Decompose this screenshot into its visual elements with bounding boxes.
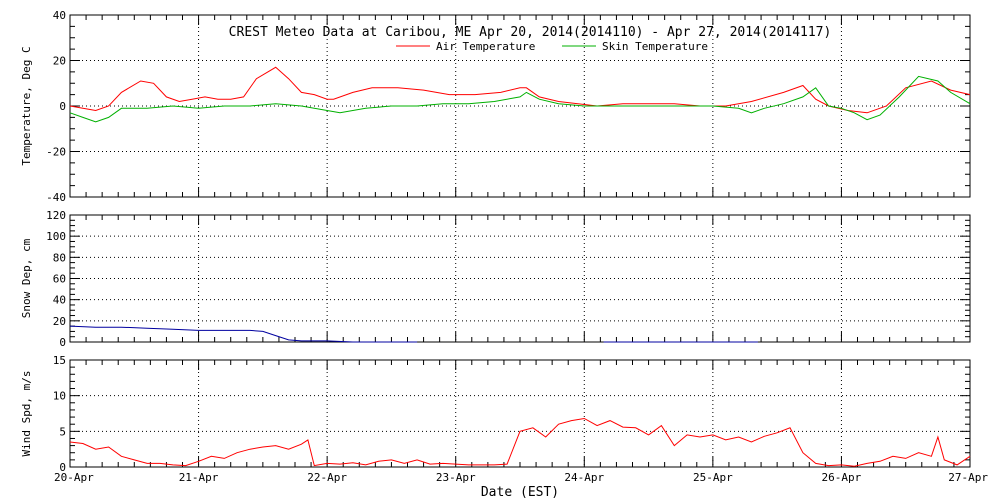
y-tick-label: -20 [46, 146, 66, 159]
x-tick-label: 20-Apr [54, 471, 94, 484]
x-tick-label: 26-Apr [822, 471, 862, 484]
y-tick-label: 5 [59, 425, 66, 438]
series-line [69, 66, 971, 114]
x-tick-label: 27-Apr [948, 471, 988, 484]
y-axis-label: Wind Spd, m/s [20, 370, 33, 456]
y-tick-label: 0 [59, 336, 66, 349]
y-axis-label: Temperature, Deg C [20, 46, 33, 165]
panel-2: 0 20 40 60 80 100 120 Snow Dep, cm [20, 209, 971, 349]
series-line [69, 325, 418, 343]
panel-1: -40 -20 0 20 40 Temperature, Deg C [20, 9, 971, 204]
y-tick-label: 15 [53, 354, 66, 367]
series-line [69, 75, 971, 123]
y-tick-label: 10 [53, 390, 66, 403]
legend-label: Skin Temperature [602, 40, 708, 53]
y-tick-label: 20 [53, 315, 66, 328]
y-tick-label: 40 [53, 294, 66, 307]
y-tick-label: 120 [46, 209, 66, 222]
legend-label: Air Temperature [436, 40, 535, 53]
legend: Air Temperature Skin Temperature [396, 40, 708, 53]
x-tick-label: 23-Apr [436, 471, 476, 484]
series-line [69, 417, 971, 467]
y-tick-label: -40 [46, 191, 66, 204]
y-axis-label: Snow Dep, cm [20, 238, 33, 318]
chart-title: CREST Meteo Data at Caribou, ME Apr 20, … [229, 25, 832, 40]
chart-panels: -40 -20 0 20 40 Temperature, Deg C 0 20 40 60 80 10… [20, 9, 988, 484]
x-axis-label: Date (EST) [481, 485, 559, 500]
panel-3: 0 5 10 15 Wind Spd, m/s [20, 354, 971, 474]
y-tick-label: 60 [53, 273, 66, 286]
plot-frame [69, 359, 971, 468]
y-tick-label: 80 [53, 251, 66, 264]
y-tick-label: 40 [53, 9, 66, 22]
y-tick-label: 20 [53, 55, 66, 68]
plot-frame [69, 214, 971, 343]
y-tick-label: 100 [46, 230, 66, 243]
y-tick-label: 0 [59, 100, 66, 113]
x-tick-label: 21-Apr [179, 471, 219, 484]
x-tick-label: 25-Apr [693, 471, 733, 484]
x-tick-label: 24-Apr [564, 471, 604, 484]
x-tick-label: 22-Apr [307, 471, 347, 484]
y-tick-label: 0 [59, 461, 66, 474]
